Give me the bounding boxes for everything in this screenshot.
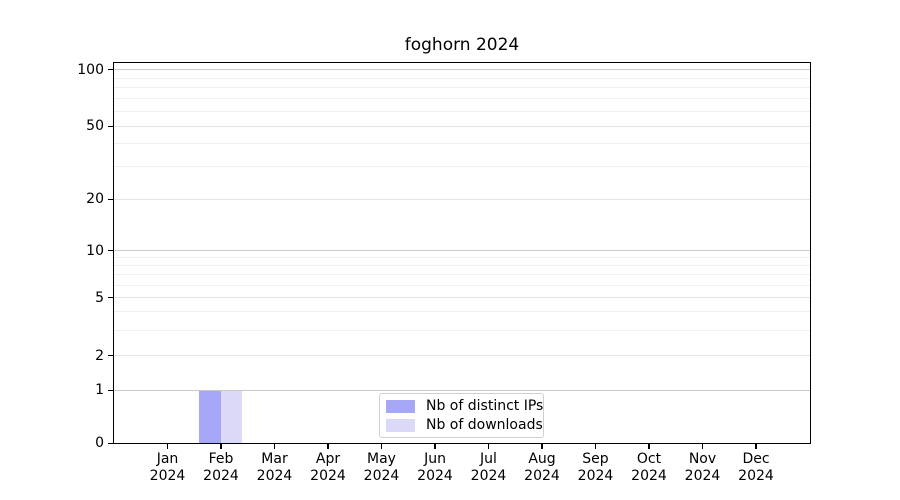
gridline-y-4 [114, 311, 810, 313]
gridline-y-8 [114, 265, 810, 267]
gridline-y-6 [114, 284, 810, 286]
gridline-y-60 [114, 110, 810, 112]
x-tick-label-apr: Apr 2024 [310, 451, 346, 484]
gridline-y-2 [114, 355, 810, 357]
x-tick-mark-apr [327, 444, 329, 449]
y-tick-mark-2 [108, 355, 113, 357]
legend-label-downloads: Nb of downloads [426, 416, 543, 433]
legend-row-downloads: Nb of downloads [386, 416, 543, 433]
x-tick-label-jul: Jul 2024 [470, 451, 507, 484]
gridline-y-30 [114, 166, 810, 168]
y-tick-mark-0 [108, 442, 113, 444]
legend-label-distinct-ips: Nb of distinct IPs [426, 397, 544, 414]
bar-feb-series-1 [220, 390, 242, 443]
gridline-y-9 [114, 257, 810, 259]
x-tick-label-feb: Feb 2024 [203, 451, 239, 484]
x-tick-label-jun: Jun 2024 [417, 451, 453, 484]
y-tick-mark-20 [108, 198, 113, 200]
y-tick-label-50: 50 [86, 118, 104, 134]
y-tick-label-0: 0 [95, 435, 104, 451]
y-tick-label-2: 2 [95, 347, 104, 364]
y-tick-label-5: 5 [95, 289, 104, 306]
gridline-y-90 [114, 77, 810, 79]
x-tick-mark-jun [434, 444, 436, 449]
legend-swatch-distinct-ips [386, 399, 415, 413]
bar-feb-series-0 [199, 390, 221, 443]
x-tick-mark-dec [755, 444, 757, 449]
x-tick-mark-jul [487, 444, 490, 449]
x-tick-label-sep: Sep 2024 [577, 451, 614, 484]
gridline-y-5 [114, 297, 810, 298]
y-tick-mark-50 [108, 125, 113, 127]
y-tick-mark-100 [108, 69, 113, 71]
x-tick-mark-may [380, 444, 383, 449]
gridline-y-100 [114, 69, 810, 70]
x-tick-mark-sep [594, 444, 597, 449]
plot-area: Nb of distinct IPs Nb of downloads [113, 62, 811, 444]
y-tick-label-100: 100 [77, 61, 104, 78]
x-tick-label-oct: Oct 2024 [631, 451, 667, 484]
x-tick-label-jan: Jan 2024 [149, 451, 186, 484]
x-tick-label-dec: Dec 2024 [738, 451, 774, 484]
x-tick-label-nov: Nov 2024 [684, 451, 721, 484]
gridline-y-7 [114, 274, 810, 276]
legend: Nb of distinct IPs Nb of downloads [379, 393, 544, 438]
x-tick-mark-oct [648, 444, 650, 449]
x-tick-label-mar: Mar 2024 [256, 451, 293, 484]
legend-swatch-downloads [386, 418, 415, 432]
y-tick-mark-10 [108, 250, 113, 252]
y-tick-label-10: 10 [86, 242, 104, 259]
gridline-y-1 [114, 389, 810, 391]
x-tick-mark-feb [220, 444, 222, 449]
gridline-y-80 [114, 87, 810, 89]
y-tick-label-1: 1 [95, 382, 104, 398]
gridline-y-70 [114, 98, 810, 100]
gridline-y-10 [114, 250, 810, 252]
x-tick-mark-aug [541, 444, 543, 449]
gridline-y-40 [114, 143, 810, 145]
x-tick-label-aug: Aug 2024 [524, 451, 560, 484]
y-tick-label-20: 20 [86, 191, 104, 207]
gridline-y-20 [114, 198, 810, 200]
x-tick-mark-mar [273, 444, 276, 449]
y-tick-mark-5 [108, 297, 113, 299]
x-tick-label-may: May 2024 [363, 451, 400, 484]
x-tick-mark-jan [166, 444, 169, 449]
x-tick-mark-nov [701, 444, 704, 449]
chart-title: foghorn 2024 [404, 35, 520, 55]
gridline-y-3 [114, 329, 810, 331]
gridline-y-50 [114, 125, 810, 127]
y-tick-mark-1 [108, 389, 113, 391]
legend-row-distinct-ips: Nb of distinct IPs [386, 397, 544, 414]
